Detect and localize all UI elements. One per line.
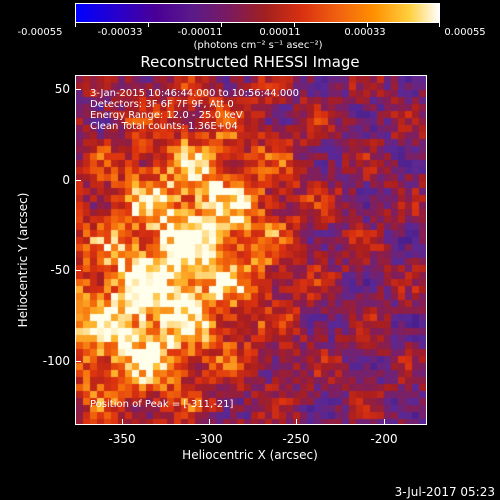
plot-timestamp: 3-Jul-2017 05:23 xyxy=(394,485,495,499)
colorbar-tick-label: 0.00033 xyxy=(344,27,386,38)
info-time-range: 3-Jan-2015 10:46:44.000 to 10:56:44.000 xyxy=(90,88,299,99)
y-tick xyxy=(75,180,81,181)
colorbar-tick-label: -0.00033 xyxy=(97,27,143,38)
y-tick xyxy=(75,89,81,90)
colorbar-tick xyxy=(439,23,440,27)
colorbar-tick xyxy=(221,23,222,27)
y-axis-label: Heliocentric Y (arcsec) xyxy=(16,192,30,328)
colorbar-units: (photons cm⁻² s⁻¹ asec⁻²) xyxy=(193,40,323,51)
colorbar-tick-label: 0.00011 xyxy=(259,27,301,38)
info-total-counts: Clean Total counts: 1.36E+04 xyxy=(90,121,238,132)
x-tick-label: -350 xyxy=(108,432,136,446)
heatmap-image xyxy=(76,76,426,424)
colorbar-tick-label: -0.00011 xyxy=(177,27,223,38)
x-tick xyxy=(209,419,210,425)
y-tick xyxy=(75,270,81,271)
y-tick-label: 50 xyxy=(54,82,70,96)
x-tick-label: -250 xyxy=(282,432,310,446)
plot-area: 3-Jan-2015 10:46:44.000 to 10:56:44.000 … xyxy=(75,75,427,425)
info-energy-range: Energy Range: 12.0 - 25.0 keV xyxy=(90,110,243,121)
colorbar-tick-label: 0.00055 xyxy=(444,27,486,38)
y-tick-label: -100 xyxy=(42,354,70,368)
info-detectors: Detectors: 3F 6F 7F 9F, Att 0 xyxy=(90,99,234,110)
colorbar xyxy=(75,3,440,23)
x-tick xyxy=(384,419,385,425)
y-tick-label: 0 xyxy=(62,173,70,187)
colorbar-tick xyxy=(294,23,295,27)
colorbar-tick xyxy=(367,23,368,27)
info-peak-position: Position of Peak = [-311,-21] xyxy=(90,399,234,410)
x-axis-label: Heliocentric X (arcsec) xyxy=(182,448,318,462)
x-tick-label: -300 xyxy=(195,432,223,446)
x-tick xyxy=(122,419,123,425)
colorbar-tick-label: -0.00055 xyxy=(17,27,63,38)
colorbar-tick xyxy=(148,23,149,27)
x-tick-label: -200 xyxy=(370,432,398,446)
colorbar-tick xyxy=(75,23,76,27)
y-tick-label: -50 xyxy=(50,263,70,277)
x-tick xyxy=(296,419,297,425)
y-tick xyxy=(75,361,81,362)
plot-title: Reconstructed RHESSI Image xyxy=(140,53,360,71)
